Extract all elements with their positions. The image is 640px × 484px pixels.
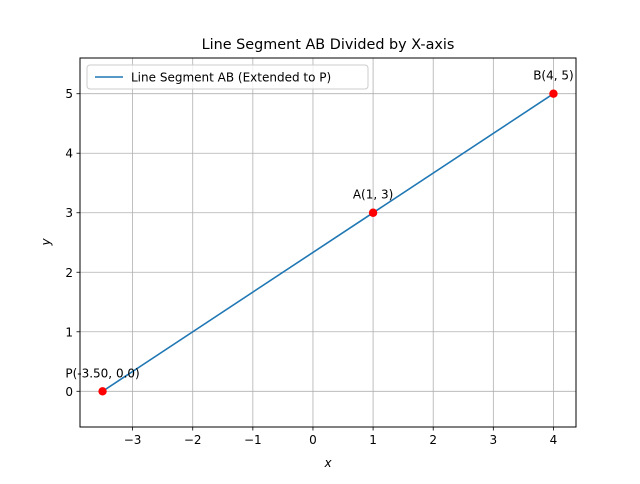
series-line [102,93,554,392]
plot-frame [79,57,577,428]
x-tick-label: 2 [429,433,437,447]
chart-title: Line Segment AB Divided by X-axis [202,37,455,53]
x-tick-label: 1 [369,433,377,447]
y-tick-label: 4 [65,147,73,161]
point-label: A(1, 3) [353,188,393,202]
point-label: P(-3.50, 0.0) [65,366,139,380]
y-tick-label: 1 [65,325,73,339]
point-marker [368,208,378,217]
y-tick-label: 5 [65,87,73,101]
point-label: B(4, 5) [533,69,574,83]
x-tick-label: 0 [309,433,317,447]
y-tick-label: 0 [65,385,73,399]
x-tick-label: 4 [550,433,558,447]
points-layer: P(-3.50, 0.0) A(1, 3) B(4, 5) [65,69,574,396]
axis-ticks: −3 −2 −1 0 1 2 3 4 0 1 2 3 4 5 [65,87,557,447]
legend: Line Segment AB (Extended to P) [86,64,369,90]
x-tick-label: −3 [124,433,142,447]
legend-box [86,64,369,90]
point-marker [98,387,107,396]
x-tick-label: −2 [184,433,202,447]
x-axis-label: x [323,456,332,470]
legend-label: Line Segment AB (Extended to P) [131,71,331,85]
point-marker [549,89,558,98]
x-tick-label: 3 [490,433,498,447]
grid-lines [80,58,576,427]
y-tick-label: 2 [65,266,73,280]
y-tick-label: 3 [65,206,73,220]
y-axis-label: y [39,238,53,247]
series-layer [102,93,554,392]
x-tick-label: −1 [244,433,262,447]
